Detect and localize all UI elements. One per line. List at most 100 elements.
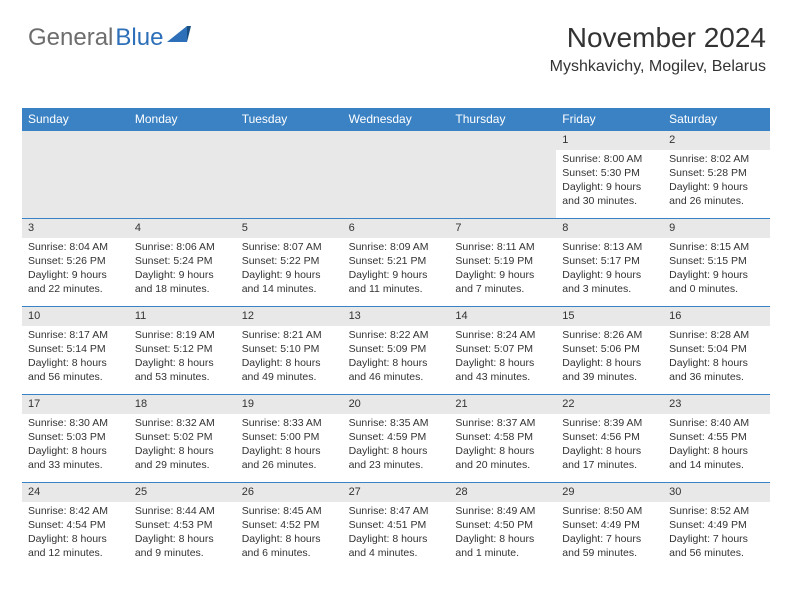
location: Myshkavichy, Mogilev, Belarus [550, 58, 766, 76]
day-number: 5 [236, 219, 343, 238]
sunset-line: Sunset: 5:14 PM [28, 342, 123, 356]
daylight-line: Daylight: 9 hours and 0 minutes. [669, 268, 764, 296]
sunrise-line: Sunrise: 8:15 AM [669, 240, 764, 254]
day-number: 8 [556, 219, 663, 238]
day-number: 11 [129, 307, 236, 326]
daylight-line: Daylight: 9 hours and 11 minutes. [349, 268, 444, 296]
day-number: 14 [449, 307, 556, 326]
day-number: 19 [236, 395, 343, 414]
day-number: 24 [22, 483, 129, 502]
sunrise-line: Sunrise: 8:37 AM [455, 416, 550, 430]
sunset-line: Sunset: 5:17 PM [562, 254, 657, 268]
day-number: 29 [556, 483, 663, 502]
sunset-line: Sunset: 5:09 PM [349, 342, 444, 356]
day-content: Sunrise: 8:28 AMSunset: 5:04 PMDaylight:… [663, 326, 770, 389]
sunset-line: Sunset: 4:50 PM [455, 518, 550, 532]
day-number: 2 [663, 131, 770, 150]
sunrise-line: Sunrise: 8:35 AM [349, 416, 444, 430]
day-content: Sunrise: 8:07 AMSunset: 5:22 PMDaylight:… [236, 238, 343, 301]
day-content: Sunrise: 8:09 AMSunset: 5:21 PMDaylight:… [343, 238, 450, 301]
sunrise-line: Sunrise: 8:50 AM [562, 504, 657, 518]
sunrise-line: Sunrise: 8:17 AM [28, 328, 123, 342]
sunset-line: Sunset: 5:00 PM [242, 430, 337, 444]
day-content: Sunrise: 8:19 AMSunset: 5:12 PMDaylight:… [129, 326, 236, 389]
day-cell: 11Sunrise: 8:19 AMSunset: 5:12 PMDayligh… [129, 306, 236, 394]
day-number: 20 [343, 395, 450, 414]
day-number: 6 [343, 219, 450, 238]
day-content: Sunrise: 8:02 AMSunset: 5:28 PMDaylight:… [663, 150, 770, 213]
day-content: Sunrise: 8:45 AMSunset: 4:52 PMDaylight:… [236, 502, 343, 565]
day-cell: 14Sunrise: 8:24 AMSunset: 5:07 PMDayligh… [449, 306, 556, 394]
day-content: Sunrise: 8:13 AMSunset: 5:17 PMDaylight:… [556, 238, 663, 301]
daylight-line: Daylight: 9 hours and 22 minutes. [28, 268, 123, 296]
month-title: November 2024 [550, 22, 766, 54]
day-content: Sunrise: 8:21 AMSunset: 5:10 PMDaylight:… [236, 326, 343, 389]
day-content: Sunrise: 8:17 AMSunset: 5:14 PMDaylight:… [22, 326, 129, 389]
day-cell: 3Sunrise: 8:04 AMSunset: 5:26 PMDaylight… [22, 218, 129, 306]
daylight-line: Daylight: 9 hours and 30 minutes. [562, 180, 657, 208]
day-number: 9 [663, 219, 770, 238]
day-cell: 5Sunrise: 8:07 AMSunset: 5:22 PMDaylight… [236, 218, 343, 306]
day-cell: 20Sunrise: 8:35 AMSunset: 4:59 PMDayligh… [343, 394, 450, 482]
sunrise-line: Sunrise: 8:26 AM [562, 328, 657, 342]
daylight-line: Daylight: 8 hours and 33 minutes. [28, 444, 123, 472]
day-header: Saturday [663, 108, 770, 130]
sunrise-line: Sunrise: 8:28 AM [669, 328, 764, 342]
day-content: Sunrise: 8:33 AMSunset: 5:00 PMDaylight:… [236, 414, 343, 477]
daylight-line: Daylight: 8 hours and 4 minutes. [349, 532, 444, 560]
daylight-line: Daylight: 8 hours and 9 minutes. [135, 532, 230, 560]
day-number: 28 [449, 483, 556, 502]
day-content: Sunrise: 8:15 AMSunset: 5:15 PMDaylight:… [663, 238, 770, 301]
day-content: Sunrise: 8:40 AMSunset: 4:55 PMDaylight:… [663, 414, 770, 477]
sunset-line: Sunset: 5:21 PM [349, 254, 444, 268]
sunset-line: Sunset: 5:10 PM [242, 342, 337, 356]
day-number: 16 [663, 307, 770, 326]
sunrise-line: Sunrise: 8:32 AM [135, 416, 230, 430]
sunrise-line: Sunrise: 8:47 AM [349, 504, 444, 518]
sunrise-line: Sunrise: 8:39 AM [562, 416, 657, 430]
sunset-line: Sunset: 4:51 PM [349, 518, 444, 532]
day-content: Sunrise: 8:11 AMSunset: 5:19 PMDaylight:… [449, 238, 556, 301]
daylight-line: Daylight: 8 hours and 1 minute. [455, 532, 550, 560]
day-number: 30 [663, 483, 770, 502]
day-cell: 8Sunrise: 8:13 AMSunset: 5:17 PMDaylight… [556, 218, 663, 306]
day-content: Sunrise: 8:22 AMSunset: 5:09 PMDaylight:… [343, 326, 450, 389]
sunrise-line: Sunrise: 8:33 AM [242, 416, 337, 430]
day-content: Sunrise: 8:39 AMSunset: 4:56 PMDaylight:… [556, 414, 663, 477]
day-number: 1 [556, 131, 663, 150]
day-cell: 16Sunrise: 8:28 AMSunset: 5:04 PMDayligh… [663, 306, 770, 394]
sunset-line: Sunset: 4:54 PM [28, 518, 123, 532]
sunset-line: Sunset: 5:26 PM [28, 254, 123, 268]
day-cell: 2Sunrise: 8:02 AMSunset: 5:28 PMDaylight… [663, 130, 770, 218]
day-content: Sunrise: 8:42 AMSunset: 4:54 PMDaylight:… [22, 502, 129, 565]
sunrise-line: Sunrise: 8:22 AM [349, 328, 444, 342]
sunset-line: Sunset: 5:19 PM [455, 254, 550, 268]
day-header: Wednesday [343, 108, 450, 130]
daylight-line: Daylight: 8 hours and 53 minutes. [135, 356, 230, 384]
day-cell: 23Sunrise: 8:40 AMSunset: 4:55 PMDayligh… [663, 394, 770, 482]
daylight-line: Daylight: 8 hours and 49 minutes. [242, 356, 337, 384]
day-content: Sunrise: 8:06 AMSunset: 5:24 PMDaylight:… [129, 238, 236, 301]
calendar-grid: SundayMondayTuesdayWednesdayThursdayFrid… [22, 108, 770, 570]
daylight-line: Daylight: 8 hours and 14 minutes. [669, 444, 764, 472]
daylight-line: Daylight: 8 hours and 23 minutes. [349, 444, 444, 472]
day-cell: 15Sunrise: 8:26 AMSunset: 5:06 PMDayligh… [556, 306, 663, 394]
sunset-line: Sunset: 5:28 PM [669, 166, 764, 180]
sunset-line: Sunset: 4:49 PM [669, 518, 764, 532]
sunset-line: Sunset: 5:30 PM [562, 166, 657, 180]
day-number: 22 [556, 395, 663, 414]
daylight-line: Daylight: 9 hours and 18 minutes. [135, 268, 230, 296]
day-header: Friday [556, 108, 663, 130]
day-header: Tuesday [236, 108, 343, 130]
sunset-line: Sunset: 5:04 PM [669, 342, 764, 356]
logo-text-blue: Blue [115, 24, 163, 52]
sunset-line: Sunset: 4:49 PM [562, 518, 657, 532]
daylight-line: Daylight: 8 hours and 17 minutes. [562, 444, 657, 472]
day-content: Sunrise: 8:47 AMSunset: 4:51 PMDaylight:… [343, 502, 450, 565]
day-cell: 22Sunrise: 8:39 AMSunset: 4:56 PMDayligh… [556, 394, 663, 482]
day-number: 7 [449, 219, 556, 238]
day-content: Sunrise: 8:35 AMSunset: 4:59 PMDaylight:… [343, 414, 450, 477]
daylight-line: Daylight: 8 hours and 36 minutes. [669, 356, 764, 384]
day-content: Sunrise: 8:04 AMSunset: 5:26 PMDaylight:… [22, 238, 129, 301]
day-number: 3 [22, 219, 129, 238]
